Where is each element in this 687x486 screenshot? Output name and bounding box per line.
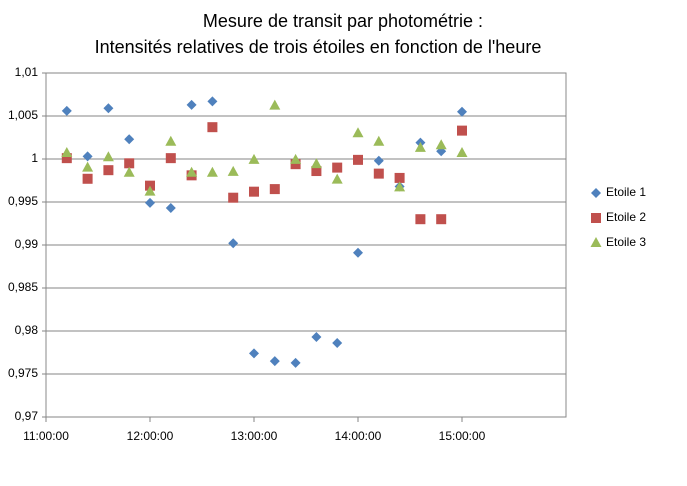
diamond-marker [61, 105, 72, 116]
y-tick-label: 0,975 [8, 366, 38, 380]
triangle-marker [435, 139, 447, 150]
y-tick-label: 1,01 [15, 65, 39, 79]
square-marker [269, 184, 280, 195]
square-marker [290, 159, 301, 170]
square-marker [353, 154, 363, 165]
x-tick-label: 11:00:00 [23, 429, 69, 443]
square-marker [373, 168, 384, 179]
square-marker [394, 172, 405, 183]
diamond-marker [228, 238, 239, 249]
y-tick-label: 0,97 [15, 409, 39, 423]
square-marker [332, 162, 343, 173]
legend-label: Etoile 2 [606, 210, 646, 224]
diamond-marker [332, 338, 343, 349]
square-marker [415, 214, 426, 225]
y-tick-label: 0,99 [15, 237, 39, 251]
diamond-marker [311, 332, 322, 343]
legend-label: Etoile 1 [606, 185, 646, 199]
y-tick-label: 0,98 [15, 323, 39, 337]
triangle-marker [331, 173, 343, 184]
triangle-marker [373, 135, 385, 146]
triangle-marker [61, 146, 73, 157]
triangle-marker [590, 237, 602, 247]
triangle-marker [102, 151, 114, 162]
diamond-marker [82, 151, 93, 162]
diamond-marker [207, 96, 218, 107]
diamond-marker [269, 356, 280, 367]
diamond-marker [373, 155, 384, 166]
x-tick-label: 15:00:00 [439, 429, 486, 443]
diamond-marker [591, 188, 601, 198]
diamond-marker [353, 247, 363, 258]
square-marker [145, 180, 155, 191]
triangle-marker [394, 181, 406, 192]
square-marker [124, 158, 135, 169]
triangle-marker [248, 153, 260, 164]
square-marker [82, 173, 93, 184]
square-marker [207, 122, 218, 133]
square-marker [103, 165, 114, 176]
y-tick-label: 1,005 [8, 108, 38, 122]
chart-title: Intensités relatives de trois étoiles en… [95, 37, 542, 57]
triangle-marker [123, 166, 135, 177]
triangle-marker [290, 153, 302, 164]
y-tick-label: 0,985 [8, 280, 38, 294]
triangle-marker [165, 135, 177, 146]
diamond-marker [249, 348, 259, 359]
y-tick-label: 1 [31, 151, 38, 165]
x-tick-label: 14:00:00 [335, 429, 382, 443]
triangle-marker [227, 165, 239, 176]
diamond-marker [457, 106, 467, 117]
legend-label: Etoile 3 [606, 235, 646, 249]
diamond-marker [165, 203, 176, 214]
diamond-marker [290, 357, 301, 368]
square-marker [228, 192, 239, 203]
diamond-marker [145, 197, 155, 208]
x-tick-label: 12:00:00 [127, 429, 174, 443]
triangle-marker [206, 166, 218, 177]
diamond-marker [186, 99, 197, 110]
diamond-marker [103, 103, 114, 114]
square-marker [591, 213, 601, 223]
triangle-marker [82, 161, 94, 172]
triangle-marker [310, 158, 322, 169]
triangle-marker [352, 127, 364, 138]
triangle-marker [414, 141, 426, 152]
y-tick-label: 0,995 [8, 194, 38, 208]
square-marker [249, 186, 259, 197]
square-marker [436, 214, 447, 225]
chart-title: Mesure de transit par photométrie : [203, 11, 483, 31]
triangle-marker [144, 185, 156, 196]
square-marker [311, 166, 322, 177]
triangle-marker [186, 166, 198, 177]
diamond-marker [124, 134, 135, 145]
square-marker [165, 153, 176, 164]
triangle-marker [269, 99, 281, 110]
square-marker [457, 125, 467, 136]
square-marker [61, 153, 72, 164]
x-tick-label: 13:00:00 [231, 429, 278, 443]
triangle-marker [456, 146, 468, 157]
